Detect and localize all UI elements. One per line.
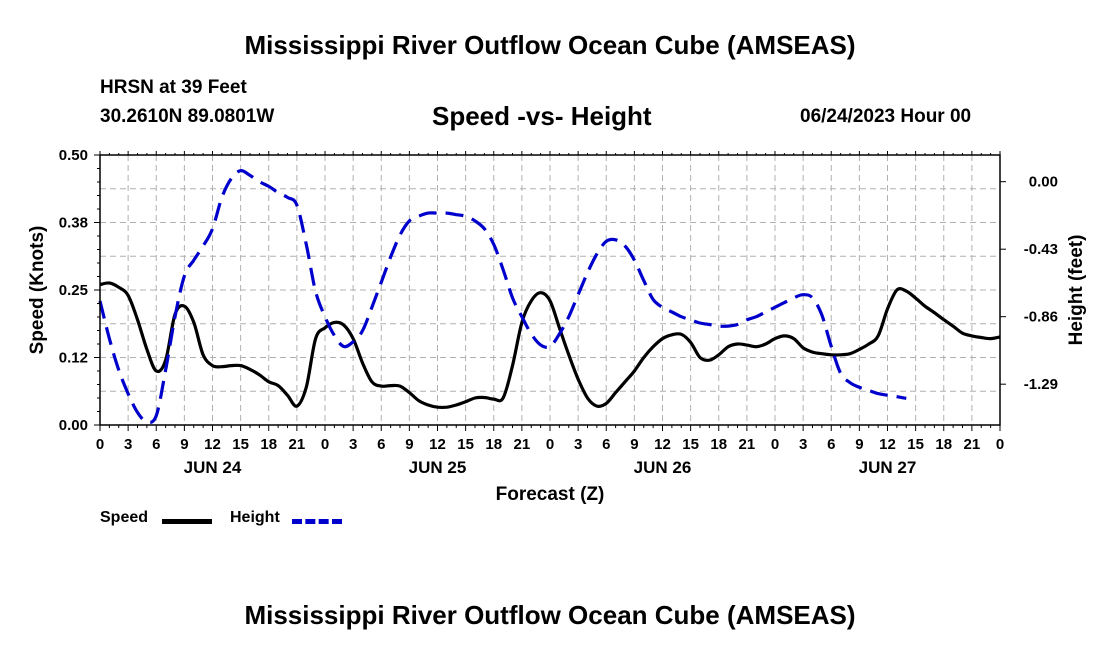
x-tick-label: 0	[96, 436, 104, 453]
legend-height-label: Height	[230, 509, 280, 526]
x-tick-label: 15	[457, 436, 474, 453]
x-tick-label: 6	[377, 436, 385, 453]
x-tick-label: 18	[710, 436, 727, 453]
page-title: Mississippi River Outflow Ocean Cube (AM…	[244, 30, 856, 60]
speed-height-chart: 0 3 6 9 12 15 18 21 0 3 6 9 12 15 18 21 0 3 6 9 12 15 18 21 0 3 6 9…	[27, 147, 1087, 505]
legend-height-swatch	[292, 519, 342, 524]
x-tick-label: 3	[124, 436, 132, 453]
x-tick-label: 0	[996, 436, 1004, 453]
coordinates-label: 30.2610N 89.0801W	[100, 106, 275, 127]
y-tick-label: 0.50	[59, 147, 88, 164]
x-axis-label: Forecast (Z)	[496, 484, 605, 505]
x-tick-label: 6	[602, 436, 610, 453]
y2-tick-label: 0.00	[1029, 174, 1058, 191]
height-series-line	[98, 169, 907, 424]
x-tick-label: 21	[739, 436, 756, 453]
y2-tick-label: -0.43	[1024, 241, 1058, 258]
y-axis-label: Speed (Knots)	[27, 226, 48, 355]
legend-speed-swatch	[162, 519, 212, 524]
y2-axis-label: Height (feet)	[1066, 235, 1087, 346]
x-tick-label: 3	[574, 436, 582, 453]
day-label: JUN 25	[409, 458, 467, 477]
forecast-datetime: 06/24/2023 Hour 00	[800, 106, 972, 127]
footer-title: Mississippi River Outflow Ocean Cube (AM…	[244, 600, 856, 630]
y2-tick-label: -0.86	[1024, 309, 1058, 326]
y-tick-label: 0.12	[59, 350, 88, 367]
day-label: JUN 27	[859, 458, 917, 477]
x-tick-label: 15	[682, 436, 699, 453]
x-tick-label: 9	[180, 436, 188, 453]
day-label: JUN 26	[634, 458, 692, 477]
x-tick-label: 6	[827, 436, 835, 453]
day-label: JUN 24	[184, 458, 242, 477]
y-tick-label: 0.38	[59, 215, 88, 232]
x-tick-label: 15	[907, 436, 924, 453]
x-tick-label: 18	[485, 436, 502, 453]
x-tick-label: 18	[935, 436, 952, 453]
station-label: HRSN at 39 Feet	[100, 77, 247, 98]
x-tick-label: 0	[321, 436, 329, 453]
x-tick-label: 12	[204, 436, 221, 453]
x-tick-label: 3	[349, 436, 357, 453]
y2-tick-label: -1.29	[1024, 376, 1058, 393]
x-tick-label: 3	[799, 436, 807, 453]
x-tick-label: 15	[232, 436, 249, 453]
x-tick-label: 9	[405, 436, 413, 453]
legend-speed-label: Speed	[100, 509, 149, 526]
y-tick-label: 0.25	[59, 282, 88, 299]
x-tick-label: 21	[964, 436, 981, 453]
x-tick-label: 9	[630, 436, 638, 453]
grid	[100, 155, 1000, 425]
plot-title: Speed -vs- Height	[432, 101, 652, 131]
x-tick-label: 12	[654, 436, 671, 453]
x-tick-label: 18	[260, 436, 277, 453]
x-tick-label: 0	[771, 436, 779, 453]
x-tick-label: 9	[855, 436, 863, 453]
series-layer	[98, 169, 1001, 424]
x-tick-label: 0	[546, 436, 554, 453]
x-tick-label: 6	[152, 436, 160, 453]
speed-series-line	[99, 281, 1001, 410]
axes: 0 3 6 9 12 15 18 21 0 3 6 9 12 15 18 21 0 3 6 9 12 15 18 21 0 3 6 9…	[59, 147, 1058, 477]
y-tick-label: 0.00	[59, 417, 88, 434]
x-tick-label: 12	[429, 436, 446, 453]
x-tick-label: 12	[879, 436, 896, 453]
x-tick-label: 21	[289, 436, 306, 453]
x-tick-label: 21	[514, 436, 531, 453]
